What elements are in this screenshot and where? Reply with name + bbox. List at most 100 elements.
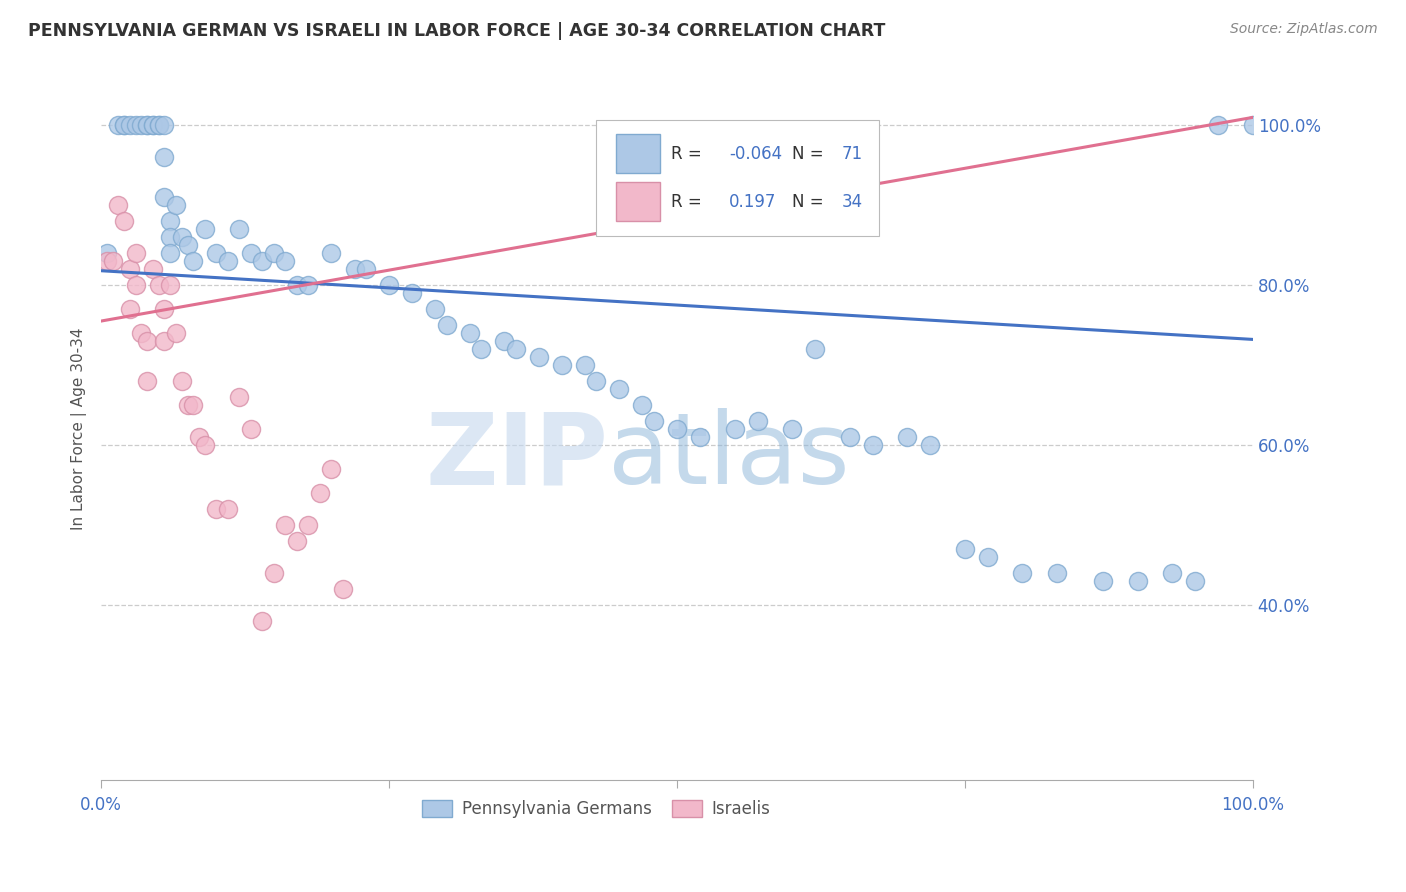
Point bbox=[125, 119, 148, 133]
Point bbox=[159, 278, 181, 293]
Point bbox=[585, 374, 607, 388]
Point bbox=[125, 246, 148, 260]
Point bbox=[252, 254, 274, 268]
Point bbox=[896, 430, 918, 444]
Point bbox=[631, 398, 654, 412]
Point bbox=[953, 541, 976, 556]
Point bbox=[643, 414, 665, 428]
Point bbox=[297, 517, 319, 532]
Point bbox=[96, 246, 118, 260]
Point bbox=[112, 119, 135, 133]
Point bbox=[118, 262, 141, 277]
Point bbox=[228, 222, 250, 236]
Point bbox=[142, 119, 165, 133]
Point bbox=[458, 326, 481, 340]
Point bbox=[170, 230, 193, 244]
Point bbox=[142, 262, 165, 277]
Point bbox=[153, 190, 176, 204]
Point bbox=[159, 230, 181, 244]
Point bbox=[217, 254, 239, 268]
Point bbox=[205, 246, 228, 260]
Point bbox=[176, 238, 198, 252]
Point bbox=[153, 334, 176, 348]
Point bbox=[239, 246, 262, 260]
FancyBboxPatch shape bbox=[616, 134, 659, 173]
FancyBboxPatch shape bbox=[596, 120, 879, 235]
Point bbox=[112, 119, 135, 133]
Point bbox=[118, 301, 141, 316]
Point bbox=[112, 214, 135, 228]
Point bbox=[470, 342, 492, 356]
Text: atlas: atlas bbox=[607, 409, 849, 506]
Point bbox=[148, 119, 170, 133]
Text: 0.197: 0.197 bbox=[728, 193, 776, 211]
Text: N =: N = bbox=[792, 193, 824, 211]
Point bbox=[148, 119, 170, 133]
Point bbox=[263, 246, 285, 260]
Point bbox=[1092, 574, 1115, 588]
Point bbox=[194, 222, 217, 236]
Point bbox=[1161, 566, 1184, 580]
Point bbox=[804, 342, 827, 356]
Point bbox=[689, 430, 711, 444]
Point bbox=[780, 422, 803, 436]
Point bbox=[862, 438, 884, 452]
Point bbox=[205, 501, 228, 516]
Point bbox=[527, 350, 550, 364]
Text: 34: 34 bbox=[842, 193, 863, 211]
Point bbox=[609, 382, 631, 396]
Point bbox=[188, 430, 211, 444]
Point bbox=[136, 334, 159, 348]
Text: ZIP: ZIP bbox=[425, 409, 607, 506]
Point bbox=[170, 374, 193, 388]
FancyBboxPatch shape bbox=[616, 182, 659, 221]
Point bbox=[239, 422, 262, 436]
Point bbox=[723, 422, 745, 436]
Text: N =: N = bbox=[792, 145, 824, 162]
Point bbox=[920, 438, 942, 452]
Legend: Pennsylvania Germans, Israelis: Pennsylvania Germans, Israelis bbox=[415, 793, 778, 825]
Point bbox=[977, 549, 1000, 564]
Point bbox=[838, 430, 860, 444]
Point bbox=[747, 414, 769, 428]
Point bbox=[125, 278, 148, 293]
Text: Source: ZipAtlas.com: Source: ZipAtlas.com bbox=[1230, 22, 1378, 37]
Point bbox=[285, 533, 308, 548]
Point bbox=[136, 119, 159, 133]
Point bbox=[181, 398, 204, 412]
Point bbox=[118, 119, 141, 133]
Point bbox=[165, 198, 187, 212]
Point bbox=[217, 501, 239, 516]
Point bbox=[551, 358, 574, 372]
Point bbox=[285, 278, 308, 293]
Point bbox=[494, 334, 516, 348]
Point bbox=[153, 119, 176, 133]
Point bbox=[228, 390, 250, 404]
Point bbox=[378, 278, 401, 293]
Point bbox=[159, 214, 181, 228]
Point bbox=[321, 462, 343, 476]
Point bbox=[1126, 574, 1149, 588]
Point bbox=[1184, 574, 1206, 588]
Point bbox=[131, 119, 153, 133]
Point bbox=[321, 246, 343, 260]
Point bbox=[423, 301, 446, 316]
Point bbox=[309, 485, 332, 500]
Point bbox=[574, 358, 596, 372]
Point bbox=[101, 254, 124, 268]
Point bbox=[136, 119, 159, 133]
Point bbox=[343, 262, 366, 277]
Point bbox=[505, 342, 527, 356]
Point bbox=[252, 614, 274, 628]
Text: R =: R = bbox=[671, 145, 702, 162]
Point bbox=[194, 438, 217, 452]
Point bbox=[153, 150, 176, 164]
Point bbox=[131, 326, 153, 340]
Point bbox=[136, 374, 159, 388]
Point bbox=[181, 254, 204, 268]
Text: PENNSYLVANIA GERMAN VS ISRAELI IN LABOR FORCE | AGE 30-34 CORRELATION CHART: PENNSYLVANIA GERMAN VS ISRAELI IN LABOR … bbox=[28, 22, 886, 40]
Point bbox=[401, 286, 423, 301]
Point bbox=[153, 301, 176, 316]
Point bbox=[332, 582, 354, 596]
Point bbox=[96, 254, 118, 268]
